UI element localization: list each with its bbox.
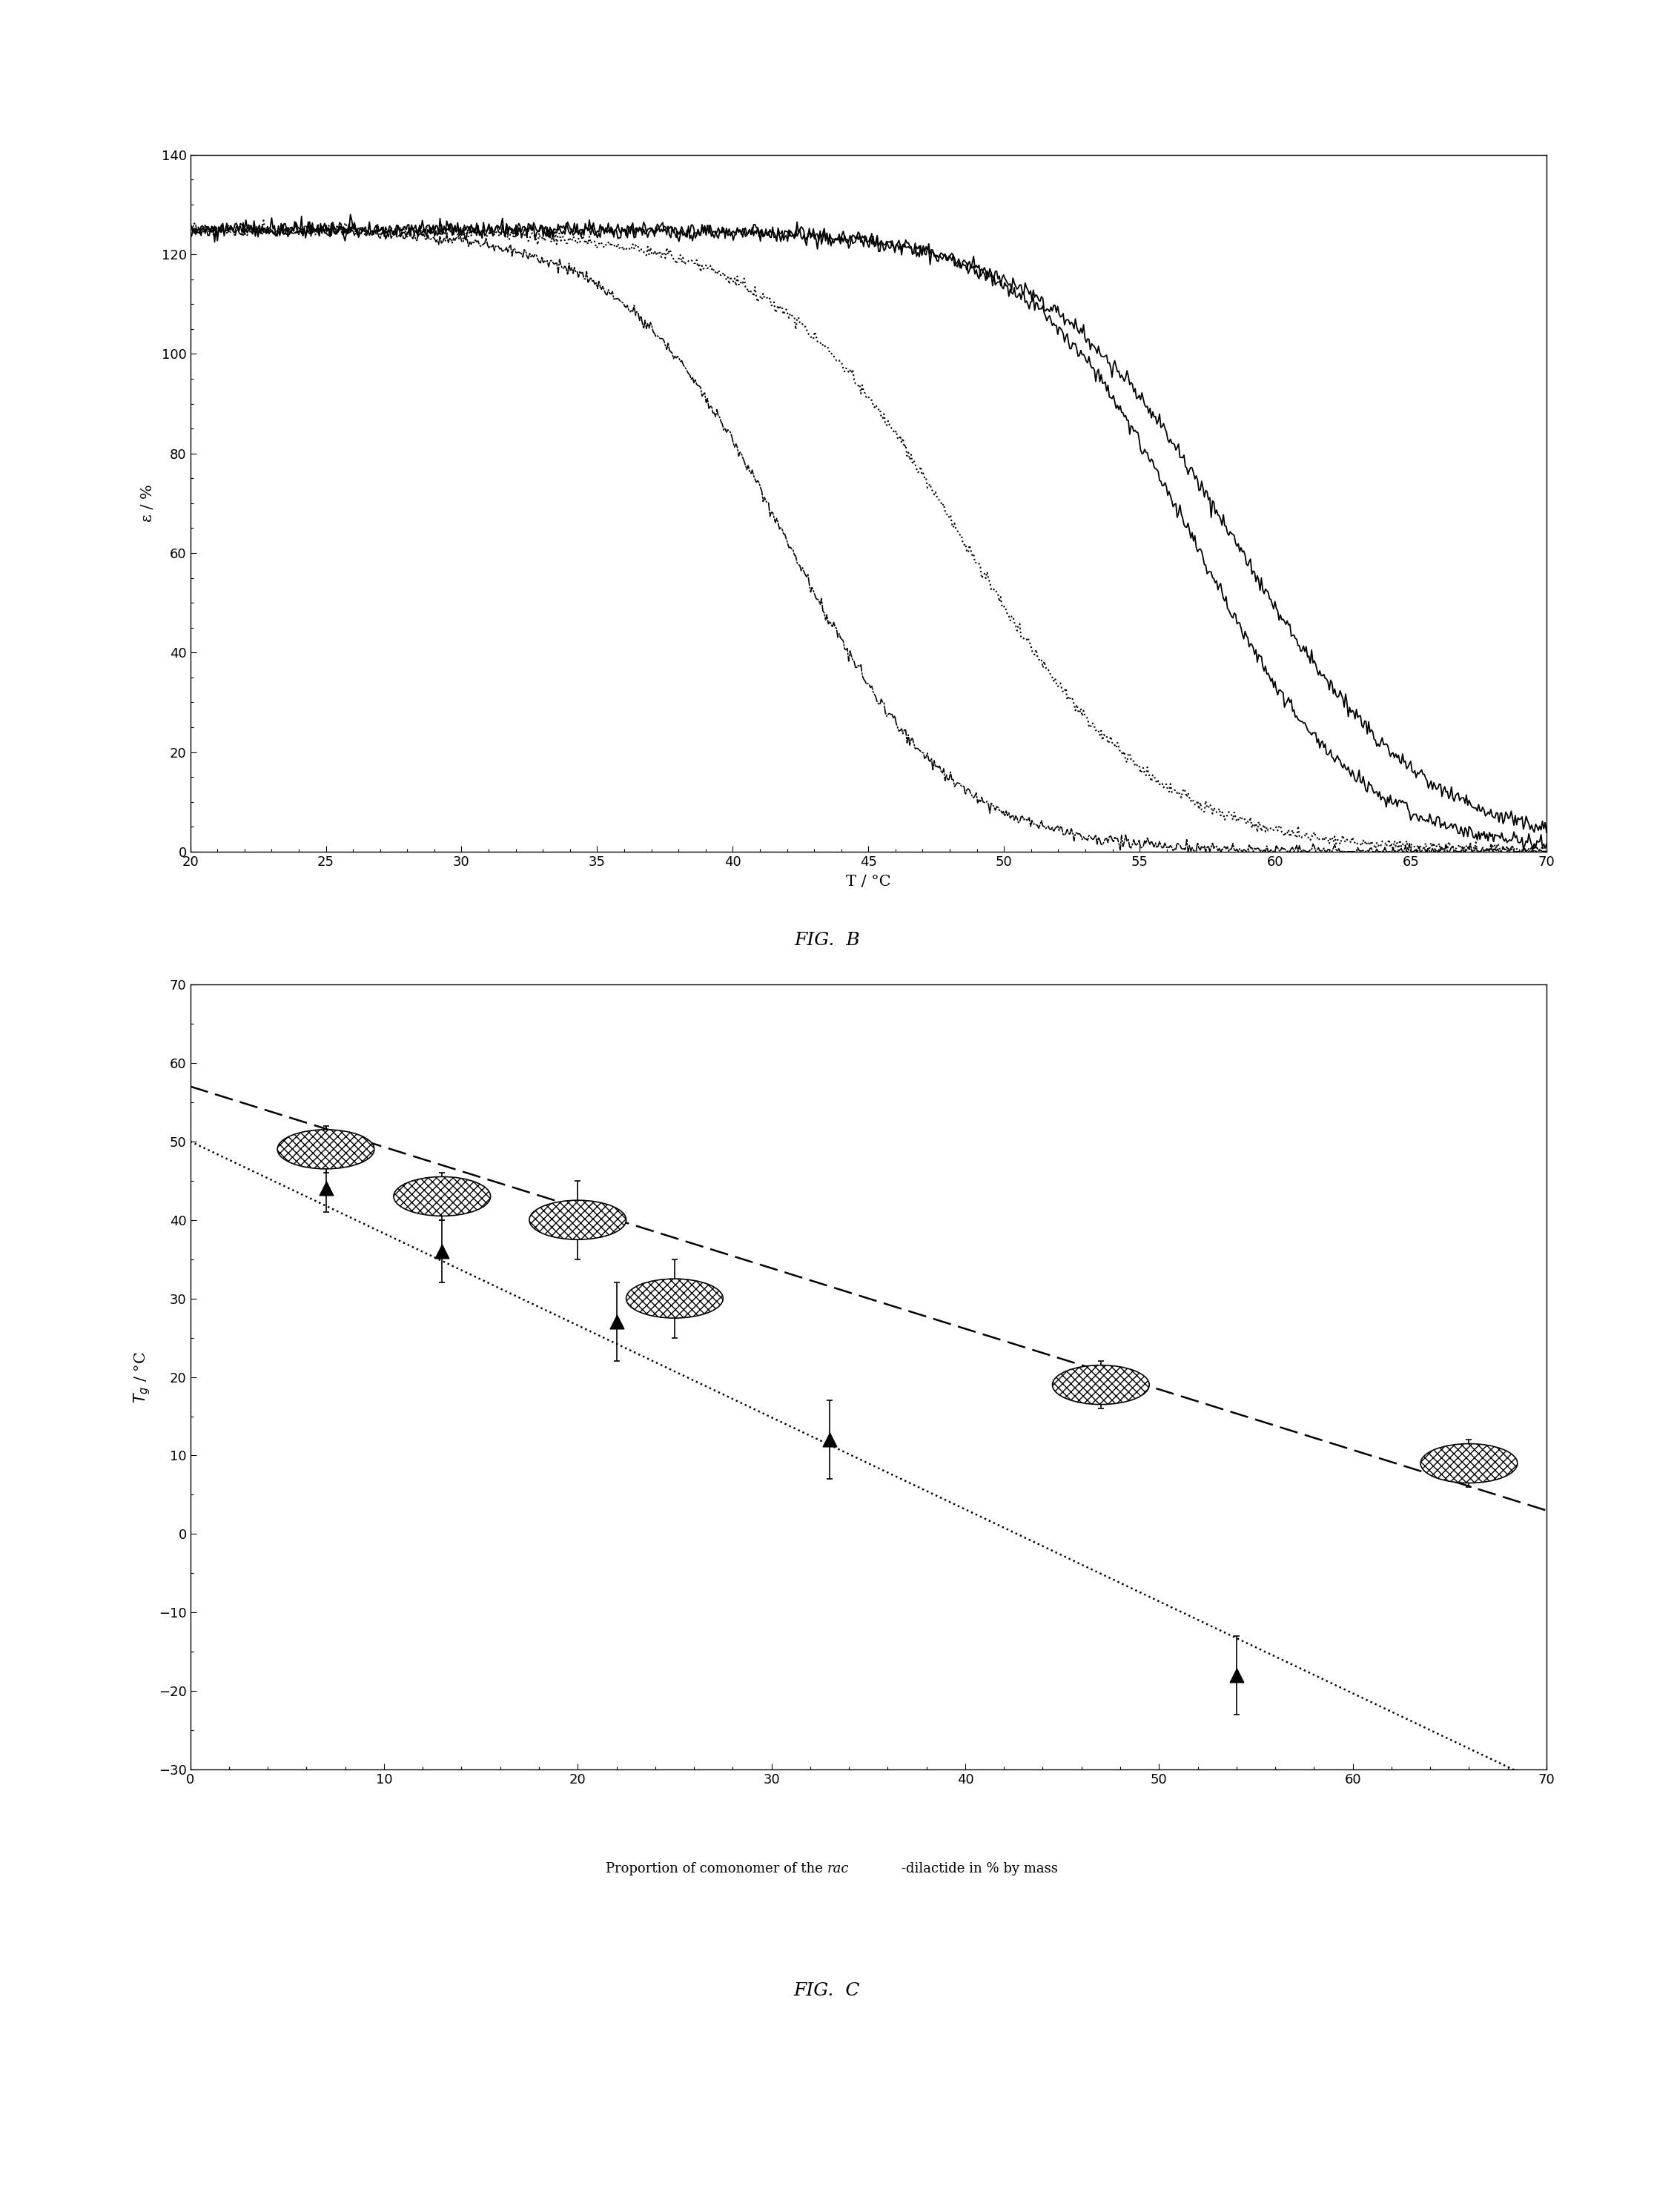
- X-axis label: T / °C: T / °C: [845, 874, 892, 889]
- Y-axis label: $T_g$ / °C: $T_g$ / °C: [132, 1352, 152, 1402]
- Text: -dilactide in % by mass: -dilactide in % by mass: [901, 1863, 1059, 1876]
- Text: FIG.  B: FIG. B: [794, 931, 860, 949]
- Circle shape: [1052, 1365, 1150, 1405]
- Point: [1224, 1657, 1250, 1692]
- Circle shape: [529, 1201, 627, 1239]
- Text: FIG.  C: FIG. C: [794, 1982, 860, 2000]
- Y-axis label: ε / %: ε / %: [141, 484, 155, 522]
- Point: [428, 1234, 455, 1270]
- Text: Proportion of comonomer of the: Proportion of comonomer of the: [605, 1863, 827, 1876]
- Circle shape: [394, 1177, 491, 1217]
- Point: [604, 1305, 630, 1340]
- Point: [817, 1422, 844, 1458]
- Point: [313, 1170, 339, 1206]
- Circle shape: [1421, 1444, 1517, 1482]
- Text: rac: rac: [827, 1863, 849, 1876]
- Circle shape: [627, 1279, 723, 1318]
- Circle shape: [278, 1130, 374, 1168]
